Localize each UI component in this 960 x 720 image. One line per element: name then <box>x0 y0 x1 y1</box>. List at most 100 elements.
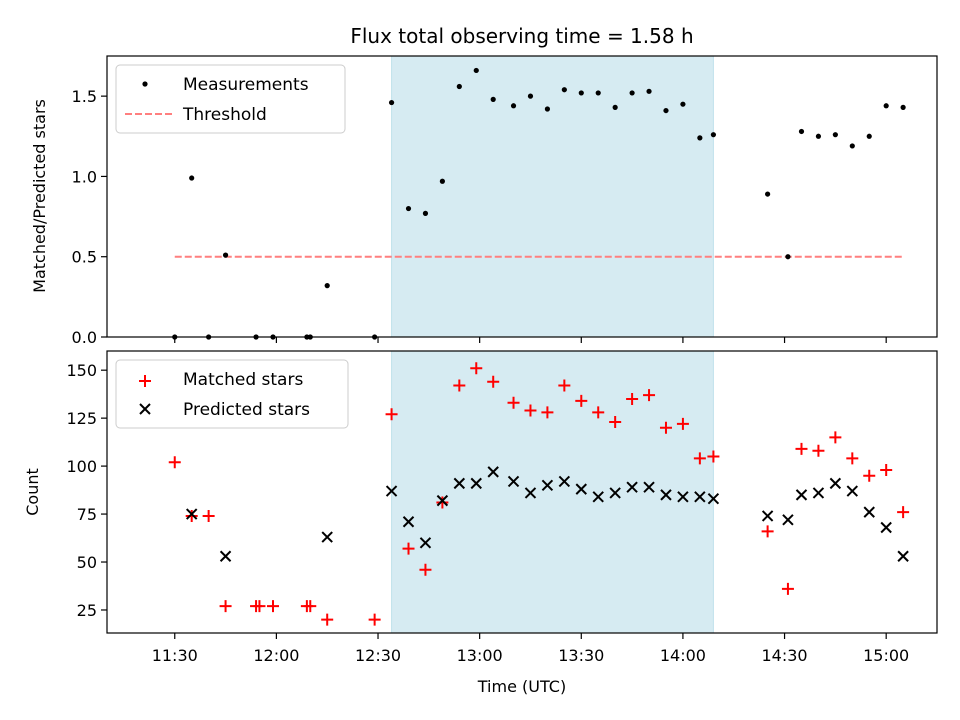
measurement-point <box>222 252 229 258</box>
matched-stars-point <box>202 509 215 522</box>
measurement-point <box>710 132 717 138</box>
matched-stars-point <box>402 542 415 555</box>
matched-stars-point <box>487 375 500 388</box>
matched-stars-point <box>761 525 774 538</box>
matched-stars-point <box>168 456 181 469</box>
measurement-point <box>815 133 822 139</box>
legend-box <box>115 64 346 134</box>
matched-stars-point <box>368 613 381 626</box>
measurement-point <box>798 128 805 135</box>
measurement-point <box>765 191 771 197</box>
matched-stars-point <box>453 379 466 392</box>
measurement-point <box>561 87 567 93</box>
measurement-point <box>473 67 479 74</box>
y-tick-label: 50 <box>77 553 97 572</box>
plot-frame <box>106 350 938 634</box>
predicted-stars-point <box>541 479 554 491</box>
measurement-point <box>612 104 618 110</box>
matched-stars-point <box>693 452 706 465</box>
legend-marker-measurements <box>142 81 148 87</box>
legend-label-predicted: Predicted stars <box>183 400 310 420</box>
x-axis-ticks: 11:30 12:00 12:30 13:00 13:30 14:00 14:30 15:00 <box>152 633 909 665</box>
y-axis-ticks: 0.0 0.5 1.0 1.5 <box>72 87 107 347</box>
matched-stars-point <box>846 452 859 465</box>
x-tick-label: 14:00 <box>660 646 706 665</box>
y-tick-label: 1.0 <box>72 167 97 186</box>
matched-stars-point <box>676 417 689 430</box>
x-tick-label: 15:00 <box>863 646 909 665</box>
legend-marker-predicted <box>139 403 151 415</box>
x-tick-label: 13:30 <box>558 646 604 665</box>
measurement-point <box>439 178 445 184</box>
predicted-stars-point <box>643 481 655 493</box>
measurement-point <box>527 93 534 99</box>
y-axis-label: Matched/Predicted stars <box>30 99 49 293</box>
predicted-stars-point <box>846 485 859 497</box>
legend-marker-matched <box>139 375 151 387</box>
measurement-point <box>422 210 429 216</box>
matched-stars-point <box>304 600 317 613</box>
matched-stars-point <box>659 421 672 434</box>
measurement-point <box>680 101 686 107</box>
measurement-point <box>405 205 412 212</box>
predicted-stars-point <box>470 477 482 490</box>
chart-title: Flux total observing time = 1.58 h <box>350 24 693 48</box>
matched-stars-point <box>880 463 893 476</box>
x-tick-label: 12:00 <box>253 646 299 665</box>
predicted-stars-point <box>782 514 794 526</box>
matched-stars-point <box>507 396 520 409</box>
measurement-point <box>388 99 395 106</box>
matched-stars-point <box>626 392 639 405</box>
matched-stars-point <box>592 406 605 419</box>
predicted-stars-point <box>761 510 774 522</box>
y-tick-label: 100 <box>66 457 97 476</box>
predicted-stars-point <box>863 506 875 518</box>
predicted-stars-point <box>219 550 232 562</box>
matched-stars-point <box>829 431 842 444</box>
measurement-point <box>646 88 652 94</box>
measurement-point <box>544 106 551 112</box>
y-tick-label: 25 <box>77 601 97 620</box>
y-tick-label: 150 <box>66 361 97 380</box>
measurement-point <box>832 132 838 138</box>
matched-stars-point <box>185 509 198 522</box>
predicted-stars-point <box>829 477 842 490</box>
measurement-point <box>456 83 462 90</box>
predicted-stars-point <box>185 508 198 520</box>
panel-ratio: Flux total observing time = 1.58 h 0.00.… <box>30 24 938 347</box>
y-tick-label: 1.5 <box>72 87 97 106</box>
measurement-point <box>663 107 669 114</box>
matched-stars-point <box>219 600 232 613</box>
matched-stars-point <box>609 415 622 428</box>
predicted-stars-point <box>897 550 909 562</box>
y-tick-label: 125 <box>66 409 97 428</box>
predicted-stars-point <box>419 537 432 549</box>
matched-stars-point <box>436 496 449 509</box>
measurement-point <box>629 90 635 96</box>
predicted-stars-point <box>795 489 808 501</box>
x-axis-ticks <box>174 337 887 343</box>
predicted-stars-point <box>592 491 604 503</box>
panel-counts: 25 50 75 100 125 150 11:30 12:00 12:30 13:00 13:3… <box>23 350 938 696</box>
predicted-stars-point <box>812 487 825 499</box>
count-series <box>168 362 910 626</box>
measurement-point <box>866 133 872 139</box>
matched-stars-point <box>897 506 910 519</box>
matched-stars-point <box>575 394 588 407</box>
y-axis-label: Count <box>23 468 42 516</box>
predicted-stars-point <box>487 466 499 478</box>
predicted-stars-point <box>385 485 398 497</box>
x-tick-label: 14:30 <box>761 646 807 665</box>
matched-stars-point <box>707 450 720 463</box>
predicted-stars-point <box>402 516 415 528</box>
observing-interval-shade <box>391 350 714 634</box>
matched-stars-point <box>385 408 398 421</box>
measurement-point <box>578 90 584 96</box>
measurement-point <box>510 103 517 109</box>
predicted-stars-point <box>436 494 449 507</box>
predicted-stars-point <box>626 481 638 493</box>
predicted-stars-point <box>660 489 672 501</box>
predicted-stars-point <box>507 475 520 488</box>
predicted-stars-point <box>677 491 689 503</box>
